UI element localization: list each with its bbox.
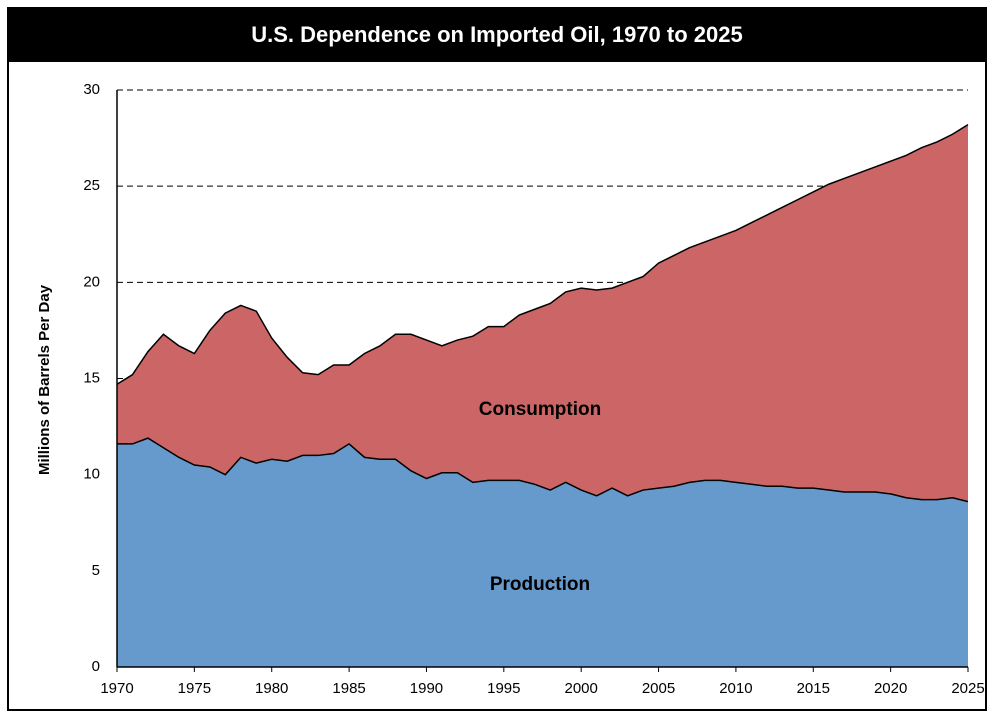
x-tick-label: 1995 — [487, 680, 520, 697]
x-tick-label: 2010 — [719, 680, 752, 697]
x-tick-label: 1990 — [410, 680, 443, 697]
area-outline — [116, 123, 969, 385]
y-tick-label: 25 — [83, 177, 100, 194]
y-tick-label: 5 — [92, 562, 100, 579]
y-tick-label: 20 — [83, 273, 100, 290]
y-tick-label: 0 — [92, 658, 100, 675]
x-tick-label: 2000 — [564, 680, 597, 697]
chart-title: U.S. Dependence on Imported Oil, 1970 to… — [251, 22, 742, 47]
x-tick-label: 2025 — [951, 680, 984, 697]
x-tick-label: 2005 — [642, 680, 675, 697]
y-tick-label: 30 — [83, 81, 100, 98]
series-label: Production — [490, 574, 590, 595]
y-tick-label: 10 — [83, 466, 100, 483]
y-axis-label: Millions of Barrels Per Day — [36, 284, 53, 475]
x-tick-label: 1985 — [332, 680, 365, 697]
y-tick-label: 15 — [83, 369, 100, 386]
x-tick-label: 1980 — [255, 680, 288, 697]
title-bar — [8, 8, 986, 62]
x-tick-label: 1975 — [178, 680, 211, 697]
x-tick-label: 2020 — [874, 680, 907, 697]
x-tick-label: 1970 — [100, 680, 133, 697]
area-outline — [117, 437, 969, 503]
series-label: Consumption — [479, 399, 601, 420]
x-tick-label: 2015 — [797, 680, 830, 697]
area — [117, 438, 968, 667]
